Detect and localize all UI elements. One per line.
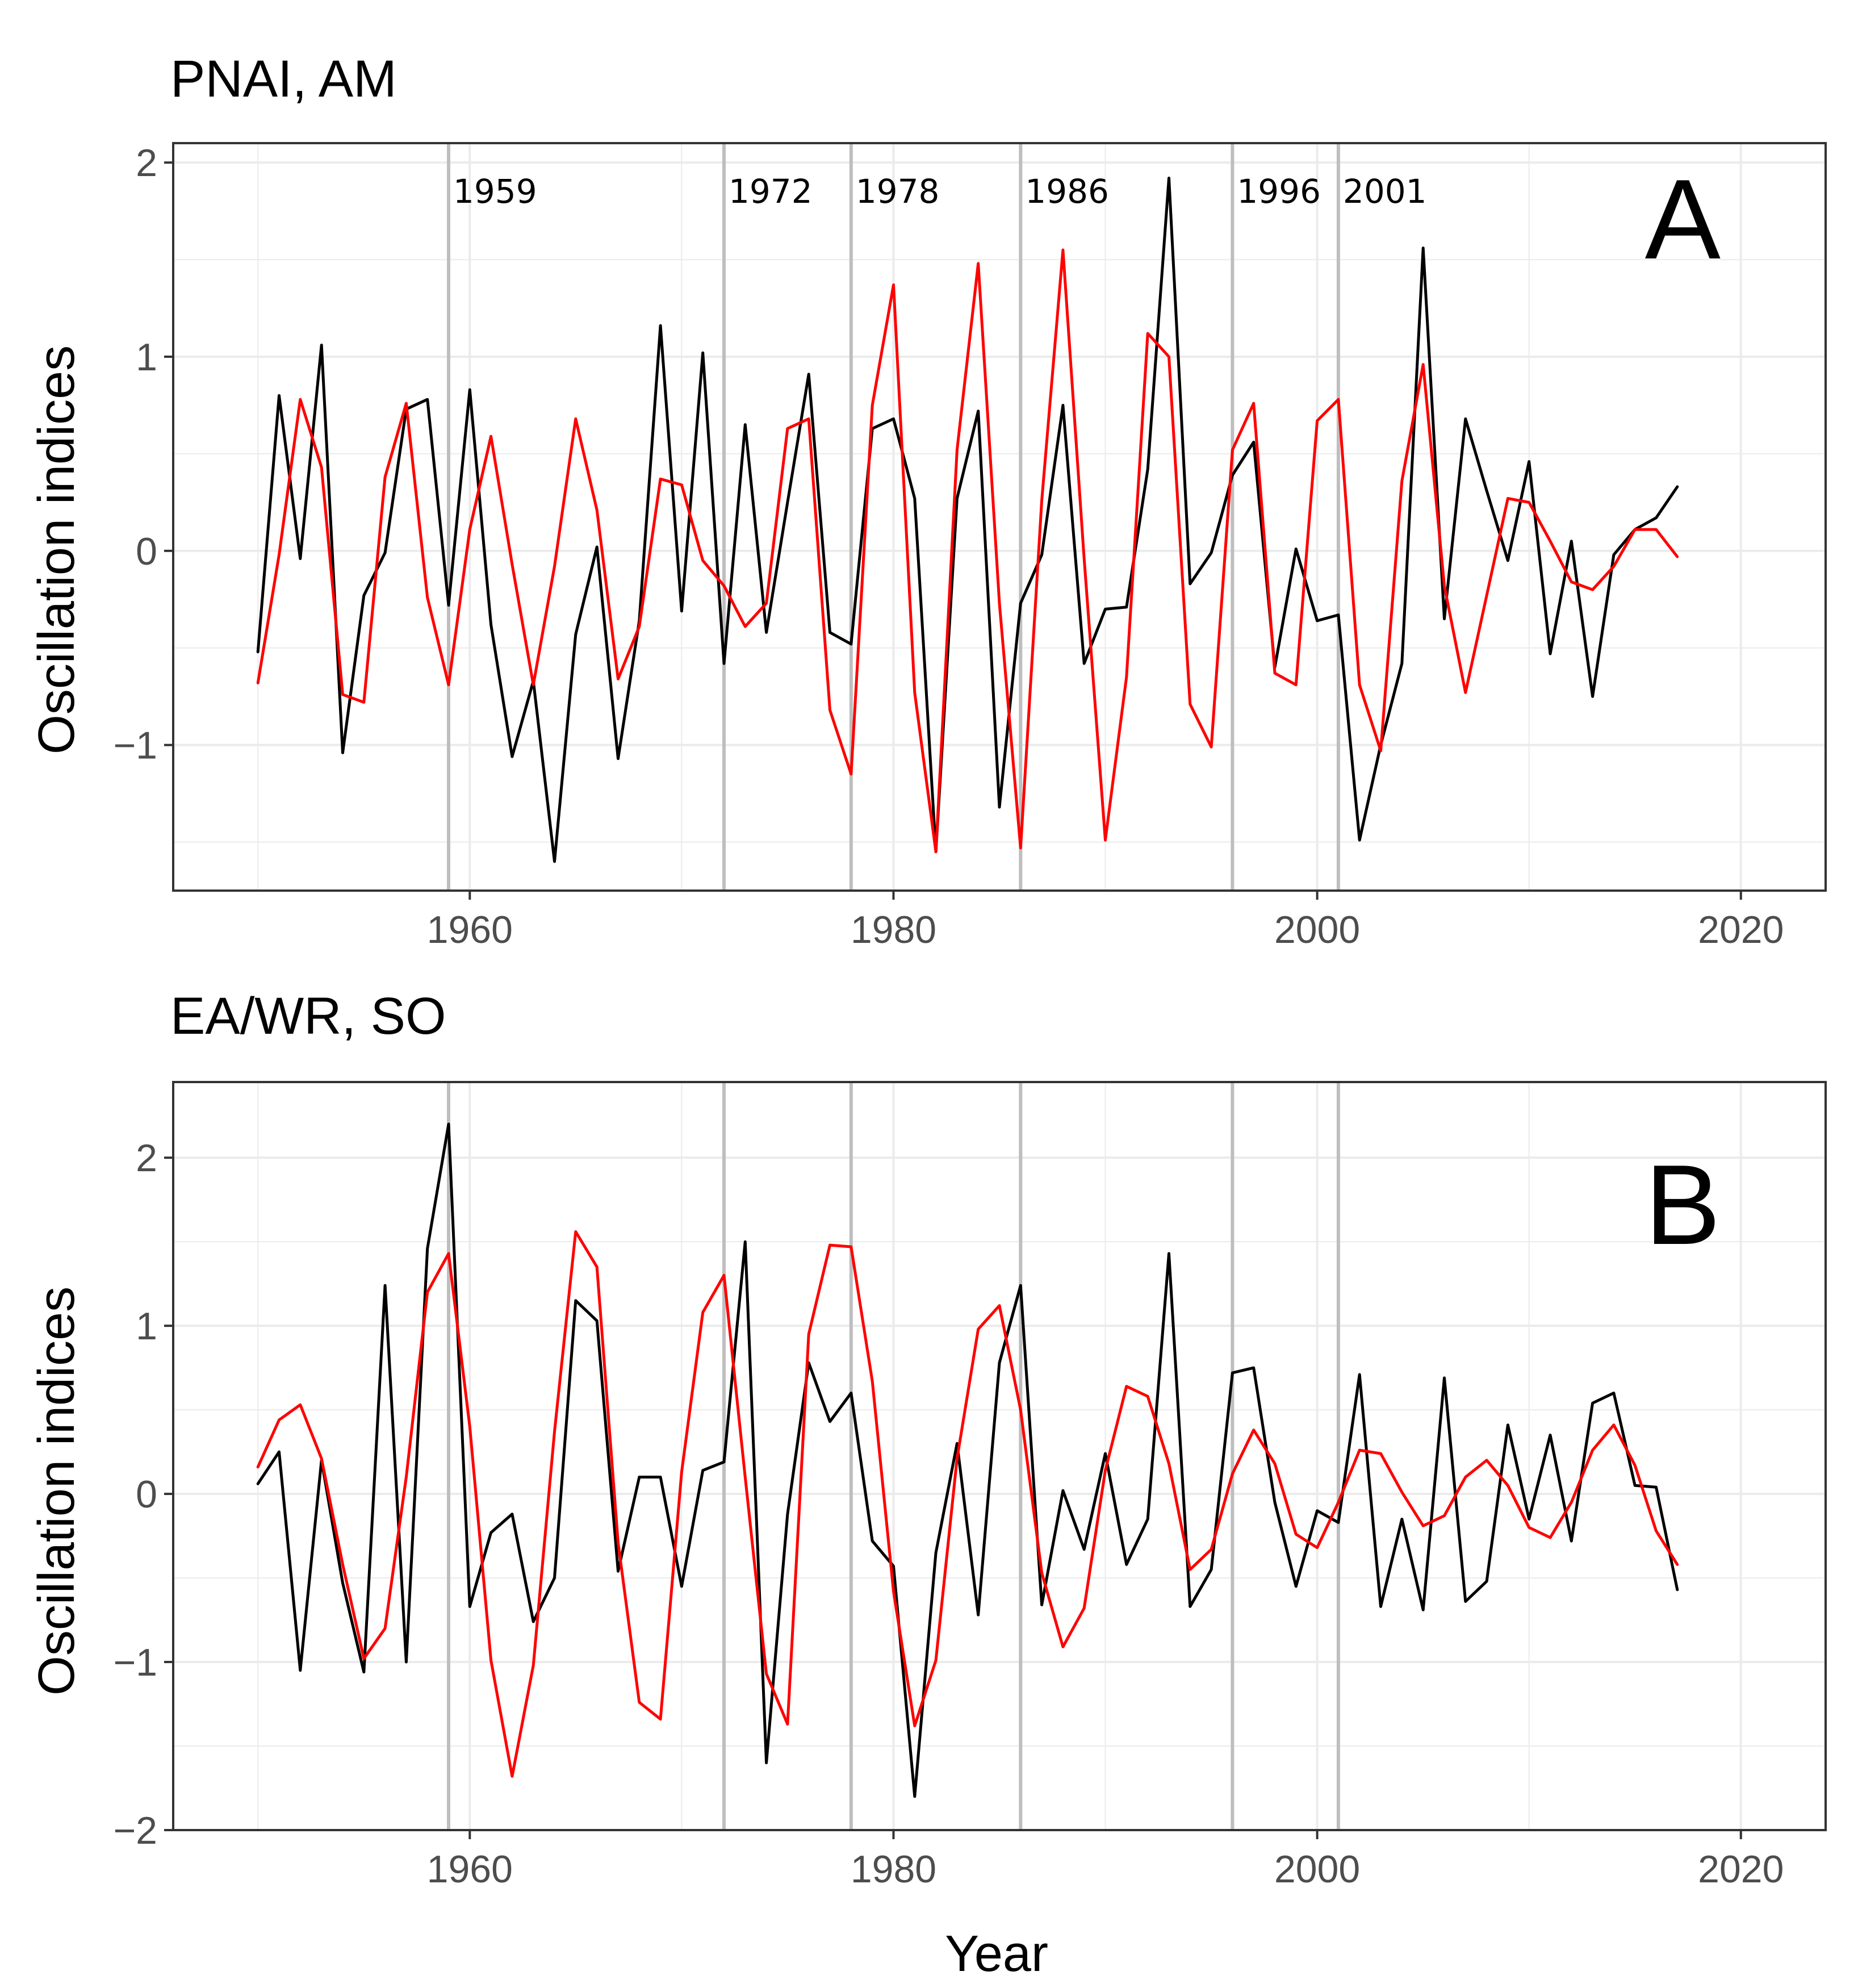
panel-a-y-tick-label: −1 [113,724,157,767]
panel-b-plot-area: 1960 1980 2000 2020 −2 −1 0 1 2 [113,1081,1827,1891]
panel-b-y-axis-title: Oscillation indices [28,1287,85,1695]
panel-b-x-tick-label: 2020 [1698,1848,1784,1891]
panel-b-x-tick-label: 1960 [427,1848,513,1891]
panel-b-letter: B [1645,1142,1721,1268]
panel-a-year-marker-label: 1959 [453,172,537,211]
panel-a-x-tick-label: 1960 [427,908,513,951]
panel-b-title: EA/WR, SO [170,987,446,1045]
panel-b-y-tick-label: −1 [113,1641,157,1684]
panel-a-year-marker-label: 2001 [1343,172,1427,211]
panel-a-series-line-2 [256,248,1679,854]
panel-a-y-tick-label: 1 [136,336,157,379]
panel-a-title: PNAI, AM [170,50,397,108]
panel-b-x-tick-label: 1980 [851,1848,936,1891]
panel-a-y-tick-label: 0 [136,530,157,573]
panel-a: PNAI, AM Oscillation indices 1960 1980 200… [28,50,1827,951]
panel-a-year-marker-label: 1986 [1025,172,1109,211]
panel-b-series-line-2 [256,1230,1679,1778]
x-axis-title: Year [945,1926,1048,1982]
panel-b-x-tick-label: 2000 [1274,1848,1360,1891]
panel-a-y-tick-label: 2 [136,141,157,185]
panel-a-letter: A [1645,156,1721,283]
panel-a-year-marker-label: 1972 [729,172,813,211]
panel-b-y-tick-label: 1 [136,1305,157,1348]
panel-a-x-tick-label: 2000 [1274,908,1360,951]
panel-a-y-axis-title: Oscillation indices [28,345,85,754]
panel-a-x-tick-label: 2020 [1698,908,1784,951]
panel-a-year-marker-label: 1978 [856,172,940,211]
panel-b-series-line-1 [256,1122,1679,1798]
panel-a-plot-area: 1960 1980 2000 2020 −1 0 1 2 1959 1972 1978 1986 199… [113,141,1827,951]
panel-b-panel-border [172,1081,1827,1831]
panel-b: EA/WR, SO Oscillation indices 1960 1980 20… [28,987,1827,1982]
panel-b-y-tick-label: 2 [136,1137,157,1180]
panel-b-y-tick-label: −2 [113,1809,157,1852]
panel-a-panel-border [172,142,1827,892]
panel-a-year-marker-label: 1996 [1237,172,1321,211]
panel-a-x-tick-label: 1980 [851,908,936,951]
panel-b-y-tick-label: 0 [136,1473,157,1516]
